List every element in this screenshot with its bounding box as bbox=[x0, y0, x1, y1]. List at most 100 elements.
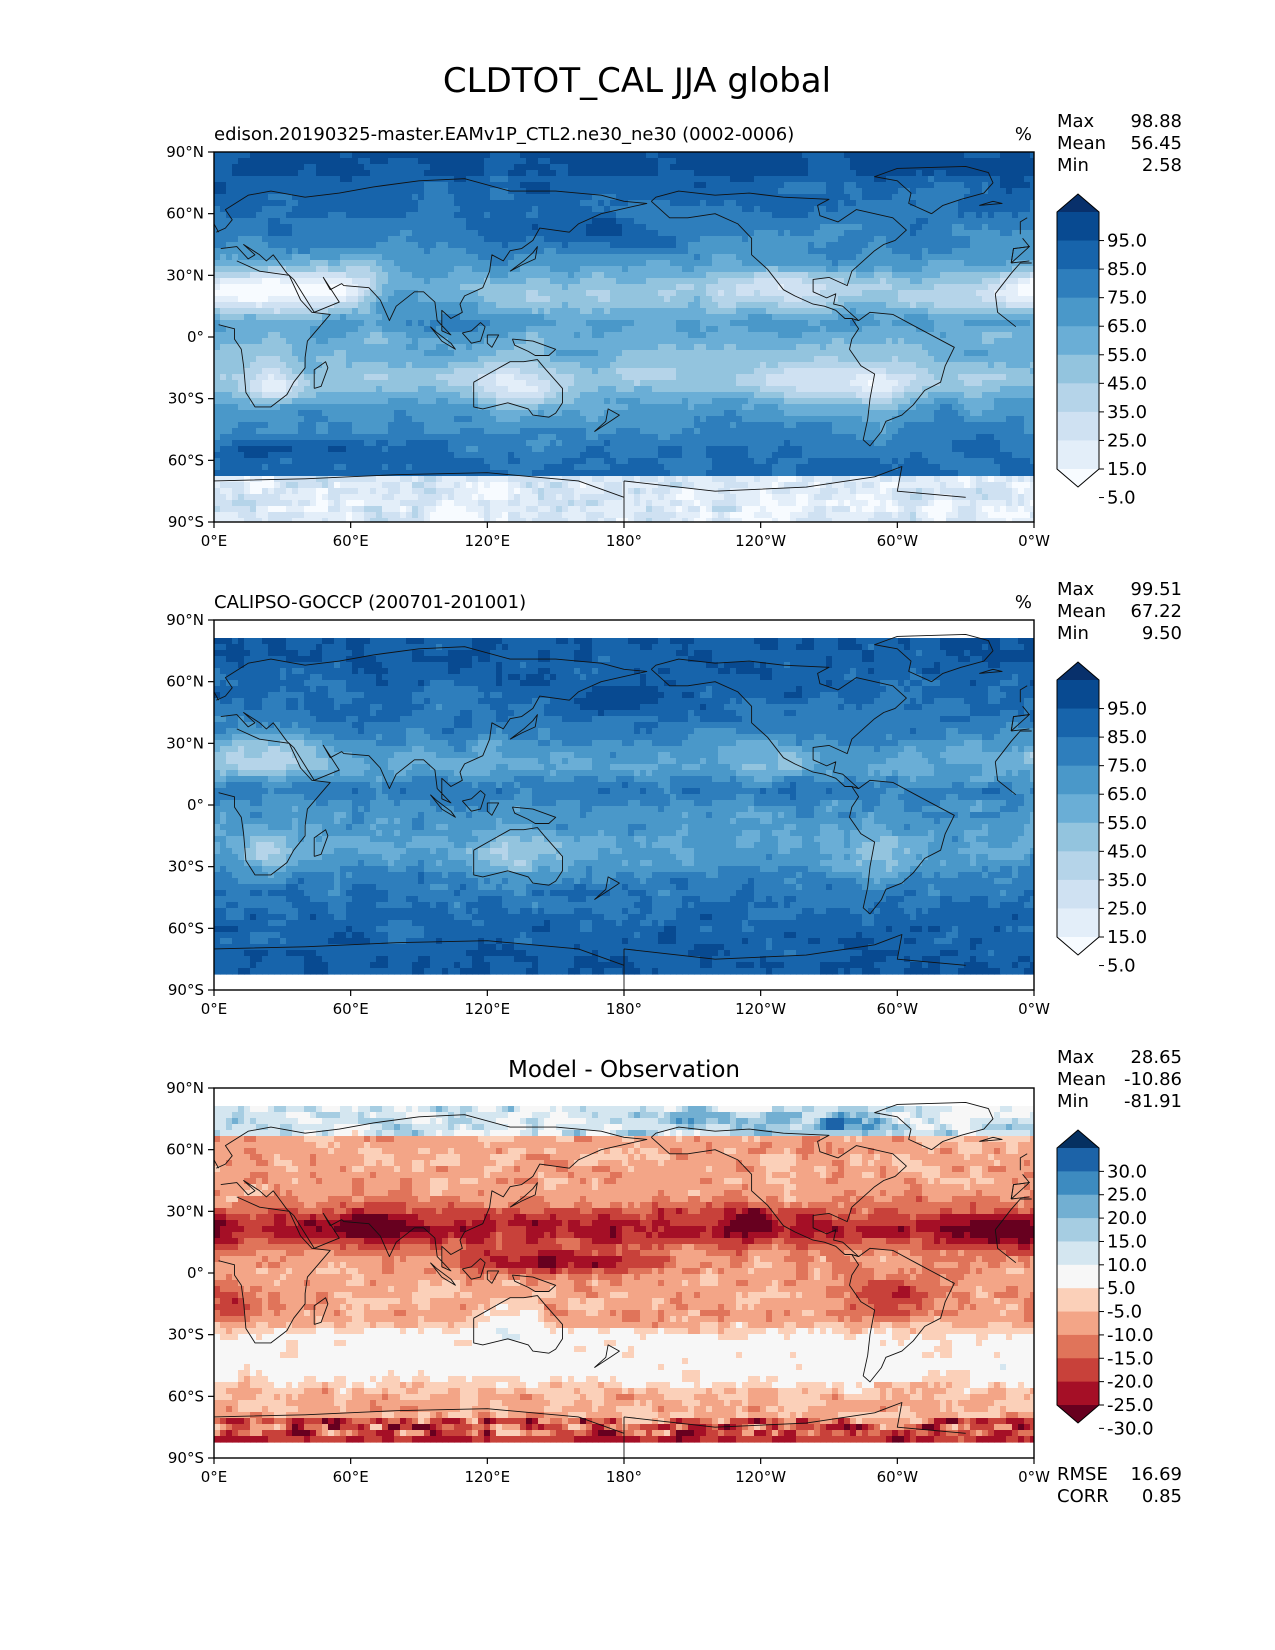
coastline bbox=[461, 790, 486, 812]
colorbar: 30.0 25.020.015.0 10.05.0 -5.0-10.0-15.0 -20… bbox=[1056, 1129, 1154, 1439]
coastline bbox=[979, 1136, 1003, 1142]
colorbar-tick-label: 25.0 bbox=[1107, 898, 1147, 919]
coastline bbox=[214, 1402, 966, 1458]
units-label: % bbox=[1015, 592, 1032, 613]
coastline bbox=[874, 1101, 994, 1151]
coastline bbox=[979, 200, 1003, 206]
coastline bbox=[1010, 1182, 1030, 1200]
colorbar-tick-label: 45.0 bbox=[1107, 373, 1147, 394]
coastline bbox=[650, 1126, 907, 1258]
coastline bbox=[430, 326, 456, 350]
colorbar-segment bbox=[1057, 354, 1099, 384]
stat-value: -10.86 bbox=[1124, 1069, 1182, 1090]
coastline bbox=[849, 311, 955, 447]
coastline bbox=[430, 794, 456, 818]
figure-title: CLDTOT_CAL JJA global bbox=[443, 61, 831, 101]
y-tick-label: 30°S bbox=[168, 1326, 204, 1344]
stat-value: 2.58 bbox=[1142, 155, 1182, 176]
coastline bbox=[214, 934, 966, 990]
colorbar-segment bbox=[1057, 1218, 1099, 1242]
colorbar-tick-label: -15.0 bbox=[1107, 1348, 1154, 1369]
coastline bbox=[650, 190, 907, 322]
coastline bbox=[214, 217, 1028, 235]
coastline bbox=[430, 1262, 456, 1286]
y-tick-label: 30°N bbox=[166, 1202, 204, 1220]
x-tick-label: 0°W bbox=[1018, 1468, 1050, 1486]
x-tick-label: 0°W bbox=[1018, 532, 1050, 550]
y-tick-label: 90°N bbox=[166, 143, 204, 161]
stat-value: 56.45 bbox=[1130, 133, 1182, 154]
coastline bbox=[849, 1247, 955, 1383]
colorbar-segment bbox=[1057, 1148, 1099, 1172]
colorbar-segment bbox=[1057, 1288, 1099, 1313]
stat-label: Mean bbox=[1057, 601, 1106, 622]
metric-value: 0.85 bbox=[1142, 1486, 1182, 1507]
panels: 0°E 60°E 120°E 180° 120°W 60°W 0°W 90°N 60°N 30°N… bbox=[166, 111, 1182, 1507]
colorbar-tick-label: -20.0 bbox=[1107, 1372, 1154, 1393]
colorbar-tick-label: -5.0 bbox=[1107, 1302, 1142, 1323]
x-tick-label: 120°W bbox=[735, 1468, 786, 1486]
colorbar-tick-label: -25.0 bbox=[1107, 1395, 1154, 1416]
colorbar-segment bbox=[1057, 1264, 1099, 1289]
colorbar-tick-label: 35.0 bbox=[1107, 402, 1147, 423]
colorbar-segment bbox=[1057, 1194, 1099, 1219]
y-tick-label: 0° bbox=[187, 328, 204, 346]
y-tick-label: 60°N bbox=[166, 1141, 204, 1159]
map-panel-2: 0°E 60°E 120°E 180° 120°W 60°W 0°W 90°N 60°N 30°N… bbox=[166, 579, 1182, 1018]
colorbar-segment bbox=[1057, 1241, 1099, 1266]
coastline bbox=[594, 1344, 620, 1368]
colorbar-tick-label: 5.0 bbox=[1107, 1278, 1136, 1299]
colorbar-tick-label: 65.0 bbox=[1107, 316, 1147, 337]
coastline bbox=[979, 668, 1003, 674]
x-tick-label: 180° bbox=[606, 1000, 642, 1018]
colorbar-segment bbox=[1057, 326, 1099, 356]
colorbar-segment bbox=[1057, 908, 1099, 938]
colorbar-tick-label: 25.0 bbox=[1107, 430, 1147, 451]
y-tick-label: 0° bbox=[187, 796, 204, 814]
y-tick-label: 30°S bbox=[168, 858, 204, 876]
colorbar-tick-label: 20.0 bbox=[1107, 1208, 1147, 1229]
metric-label: CORR bbox=[1057, 1486, 1109, 1507]
units-label: % bbox=[1015, 124, 1032, 145]
colorbar-tick-label: 10.0 bbox=[1107, 1255, 1147, 1276]
y-tick-label: 90°N bbox=[166, 611, 204, 629]
x-tick-label: 60°E bbox=[333, 1000, 369, 1018]
coastline bbox=[218, 728, 1032, 876]
stat-label: Min bbox=[1057, 1091, 1089, 1112]
coastline bbox=[486, 1270, 500, 1284]
colorbar-segment bbox=[1057, 708, 1099, 738]
colorbar-tick-label: 5.0 bbox=[1107, 956, 1136, 977]
coastline bbox=[214, 466, 966, 522]
stat-label: Min bbox=[1057, 155, 1089, 176]
coastline bbox=[473, 1295, 563, 1354]
colorbar-tick-label: 35.0 bbox=[1107, 870, 1147, 891]
colorbar-tick-label: 95.0 bbox=[1107, 699, 1147, 720]
coastline bbox=[473, 359, 563, 418]
panel-title: edison.20190325-master.EAMv1P_CTL2.ne30_… bbox=[214, 124, 794, 145]
y-tick-label: 90°S bbox=[168, 981, 204, 999]
coastlines bbox=[214, 165, 1032, 522]
colorbar-segment bbox=[1057, 737, 1099, 767]
colorbar-tick-label: 85.0 bbox=[1107, 727, 1147, 748]
colorbar-segment bbox=[1057, 851, 1099, 881]
coastline bbox=[313, 1297, 329, 1325]
y-tick-label: 90°S bbox=[168, 513, 204, 531]
coastlines bbox=[214, 633, 1032, 990]
x-tick-label: 0°E bbox=[201, 1468, 228, 1486]
x-tick-label: 60°W bbox=[877, 1468, 919, 1486]
metric-value: 16.69 bbox=[1130, 1464, 1182, 1485]
colorbar-segment bbox=[1057, 212, 1099, 242]
colorbar-segment bbox=[1057, 1381, 1099, 1406]
stat-label: Max bbox=[1057, 579, 1095, 600]
coastline bbox=[214, 1153, 1028, 1171]
coastline bbox=[486, 334, 500, 348]
colorbar-tick-label: 65.0 bbox=[1107, 784, 1147, 805]
y-tick-label: 60°S bbox=[168, 451, 204, 469]
coastline bbox=[473, 827, 563, 886]
colorbar: 95.0 85.0 75.0 65.0 55.0 45.0 35.0 25.0 15.0 5.0 bbox=[1056, 193, 1147, 509]
y-tick-label: 90°N bbox=[166, 1079, 204, 1097]
colorbar-segment bbox=[1057, 794, 1099, 824]
colorbar-segment bbox=[1057, 1311, 1099, 1336]
coastline bbox=[461, 322, 486, 344]
